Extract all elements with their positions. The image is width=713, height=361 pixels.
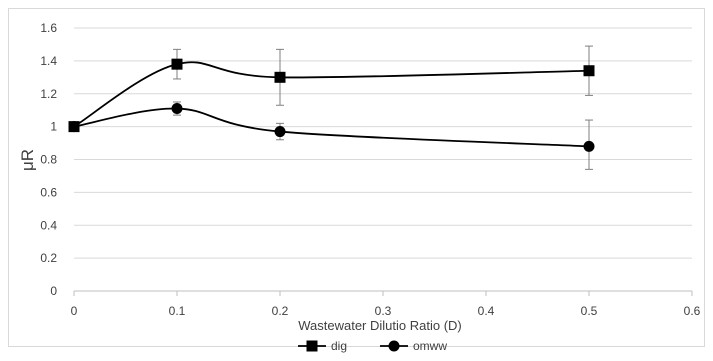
data-point-omww — [583, 140, 595, 152]
series-line-omww — [73, 107, 590, 148]
data-point-dig — [171, 58, 183, 70]
data-point-dig — [583, 65, 595, 77]
y-axis-title: μR — [18, 149, 37, 171]
legend-label: dig — [331, 339, 347, 353]
data-point-omww — [274, 126, 286, 138]
data-point-omww — [171, 103, 183, 115]
legend-item-omww: omww — [380, 339, 447, 353]
x-tick-label: 0.1 — [169, 304, 186, 318]
data-point-dig — [274, 71, 286, 83]
legend-item-dig: dig — [298, 339, 347, 353]
x-tick-label: 0.2 — [272, 304, 289, 318]
series-omww — [68, 101, 595, 170]
y-tick-label: 0.4 — [40, 218, 57, 232]
x-tick-label: 0.6 — [684, 304, 701, 318]
y-tick-label: 0.6 — [40, 185, 57, 199]
axes — [73, 290, 693, 296]
legend-label: omww — [413, 339, 447, 353]
x-tick-label: 0.5 — [581, 304, 598, 318]
series-group — [68, 45, 595, 170]
y-tick-label: 1.6 — [40, 21, 57, 35]
tick-labels: 0 0.2 0.4 0.6 0.8 1 1.2 1.4 1.6 0 0.1 0.2 0.3 0.4 0.5 0… — [40, 21, 700, 318]
legend: dig omww — [298, 339, 447, 353]
data-point-omww — [68, 121, 80, 133]
y-tick-label: 0.8 — [40, 153, 57, 167]
legend-marker — [306, 340, 318, 352]
legend-marker — [388, 340, 400, 352]
chart-frame — [8, 8, 705, 347]
y-tick-label: 1.4 — [40, 54, 57, 68]
x-tick-label: 0.3 — [375, 304, 392, 318]
y-tick-label: 0 — [50, 284, 57, 298]
x-tick-label: 0 — [71, 304, 78, 318]
y-tick-label: 1.2 — [40, 87, 57, 101]
x-tick-label: 0.4 — [478, 304, 495, 318]
x-axis-title: Wastewater Dilutio Ratio (D) — [298, 318, 462, 333]
y-tick-label: 0.2 — [40, 251, 57, 265]
series-line-dig — [73, 61, 590, 128]
y-tick-label: 1 — [50, 120, 57, 134]
